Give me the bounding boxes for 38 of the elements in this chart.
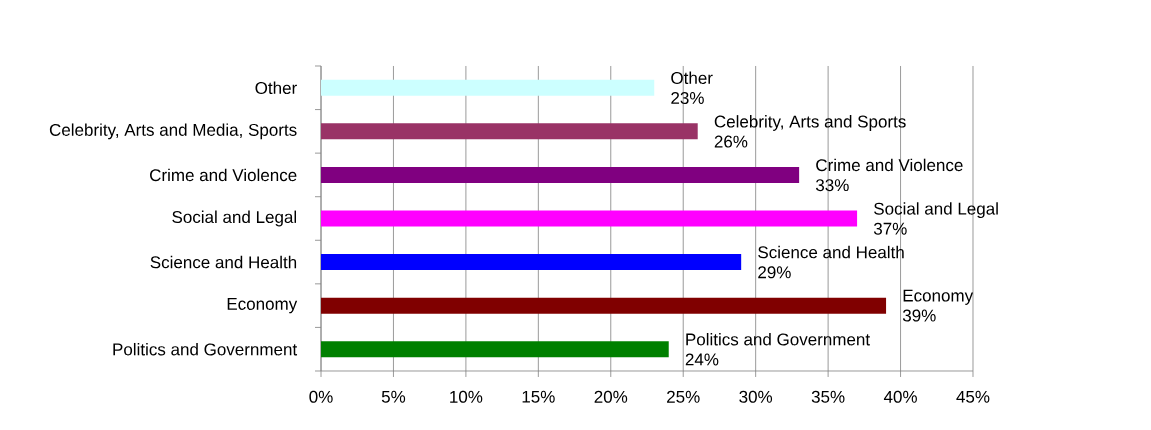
- x-tick-label: 15%: [522, 390, 555, 403]
- y-tick-label: Crime and Violence: [150, 168, 297, 182]
- data-label: 29%: [758, 266, 791, 279]
- data-label: 37%: [873, 222, 907, 235]
- x-tick-label: 45%: [956, 390, 990, 403]
- data-label: 39%: [902, 309, 936, 322]
- data-label: 26%: [714, 135, 748, 148]
- data-label: 23%: [671, 91, 704, 105]
- data-label: 33%: [815, 179, 849, 192]
- x-tick-label: 10%: [450, 390, 483, 403]
- bar: [321, 297, 887, 314]
- annotation: Science and Health: [758, 245, 904, 259]
- x-tick-label: 30%: [739, 390, 773, 403]
- bar: [321, 79, 655, 96]
- annotation: Politics and Government: [686, 333, 870, 346]
- y-tick-label: Celebrity, Arts and Media, Sports: [49, 123, 297, 140]
- x-tick-label: 40%: [883, 390, 917, 403]
- x-tick-label: 35%: [811, 390, 845, 403]
- x-tick-label: 20%: [594, 390, 628, 403]
- x-tick-label: 0%: [309, 390, 333, 403]
- bar: [321, 254, 742, 271]
- y-tick-label: Other: [255, 81, 297, 95]
- bar: [321, 341, 669, 358]
- data-label: 24%: [685, 353, 719, 366]
- annotation: Social and Legal: [874, 202, 998, 219]
- bar: [321, 210, 858, 227]
- y-tick-label: Social and Legal: [172, 210, 297, 227]
- bar: [321, 123, 698, 140]
- y-tick-label: Science and Health: [150, 255, 297, 269]
- annotation: Celebrity, Arts and Sports: [714, 115, 906, 131]
- annotation: Crime and Violence: [816, 158, 963, 172]
- x-tick-label: 5%: [381, 390, 406, 403]
- y-tick-label: Politics and Government: [113, 342, 298, 356]
- annotation: Economy: [903, 289, 974, 305]
- y-tick-label: Economy: [227, 298, 298, 314]
- x-tick-label: 25%: [667, 390, 700, 403]
- bar: [321, 166, 800, 183]
- annotation: Other: [671, 71, 713, 85]
